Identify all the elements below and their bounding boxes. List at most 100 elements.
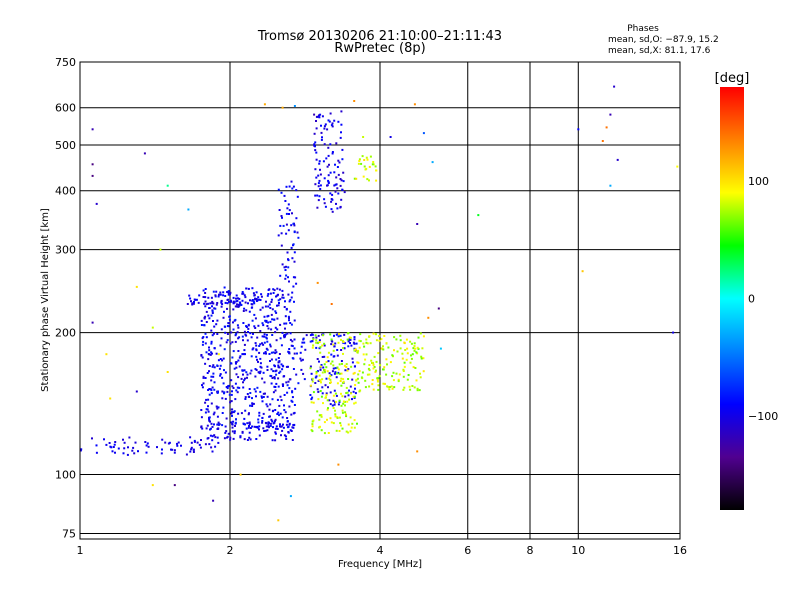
- data-point: [213, 307, 216, 310]
- data-point: [243, 379, 246, 382]
- data-point: [275, 358, 278, 361]
- data-point: [243, 307, 246, 310]
- data-point: [309, 365, 312, 368]
- data-point: [202, 336, 205, 338]
- data-point: [421, 347, 424, 350]
- data-point: [217, 421, 220, 424]
- data-point: [324, 371, 326, 374]
- data-point: [217, 295, 220, 298]
- data-point: [247, 327, 250, 330]
- data-point: [288, 185, 291, 188]
- data-point: [317, 398, 320, 401]
- data-point: [278, 404, 281, 407]
- data-point: [347, 423, 350, 426]
- y-tick-label: 600: [55, 102, 76, 115]
- data-point: [265, 337, 268, 340]
- data-point: [145, 451, 148, 454]
- data-point: [212, 413, 215, 416]
- data-point: [350, 365, 353, 368]
- data-point: [253, 294, 256, 297]
- data-point: [204, 443, 207, 446]
- data-point: [349, 416, 352, 419]
- data-point: [349, 336, 352, 339]
- data-point: [272, 288, 275, 291]
- data-point: [334, 409, 336, 412]
- data-point: [243, 343, 246, 346]
- data-point: [217, 441, 220, 444]
- data-point: [190, 446, 193, 449]
- data-point: [320, 124, 322, 127]
- data-point: [214, 294, 217, 297]
- data-point: [277, 364, 280, 367]
- data-point: [340, 349, 343, 351]
- data-point: [345, 413, 347, 416]
- data-point: [111, 450, 114, 453]
- x-tick-label: 16: [673, 544, 687, 557]
- data-point: [233, 410, 236, 413]
- data-point: [195, 298, 198, 301]
- data-point: [409, 388, 412, 391]
- data-point: [247, 324, 250, 327]
- data-point: [351, 361, 354, 364]
- data-point: [95, 451, 98, 454]
- data-point: [278, 414, 280, 417]
- data-point: [377, 384, 380, 387]
- data-point: [204, 305, 207, 308]
- data-point: [243, 330, 246, 333]
- data-point: [212, 375, 215, 378]
- data-point: [325, 377, 328, 380]
- data-point: [348, 389, 350, 392]
- data-point: [335, 202, 337, 205]
- data-point: [151, 326, 154, 329]
- data-point: [210, 340, 213, 343]
- data-point: [132, 446, 135, 449]
- data-point: [358, 158, 361, 161]
- data-point: [219, 374, 222, 377]
- data-point: [321, 115, 324, 118]
- data-point: [271, 410, 274, 413]
- data-point: [192, 451, 195, 453]
- data-point: [313, 113, 316, 116]
- data-point: [274, 427, 277, 430]
- data-point: [260, 293, 263, 296]
- data-points: [79, 85, 679, 522]
- data-point: [332, 407, 335, 409]
- data-point: [144, 441, 147, 443]
- data-point: [264, 392, 266, 395]
- data-point: [353, 396, 356, 399]
- data-point: [255, 438, 258, 440]
- data-point: [233, 432, 236, 435]
- data-point: [332, 399, 335, 402]
- data-point: [247, 302, 249, 305]
- data-point: [319, 351, 322, 354]
- data-point: [316, 115, 319, 118]
- data-point: [253, 313, 256, 316]
- data-point: [288, 213, 290, 215]
- data-point: [208, 307, 211, 309]
- data-point: [399, 339, 402, 342]
- data-point: [220, 301, 223, 304]
- data-point: [336, 349, 339, 351]
- data-point: [213, 434, 216, 437]
- data-point: [208, 443, 211, 446]
- data-point: [234, 382, 237, 385]
- data-point: [230, 412, 233, 415]
- data-point: [266, 315, 269, 318]
- data-point: [378, 339, 381, 342]
- data-point: [343, 347, 346, 350]
- data-point: [243, 423, 245, 426]
- data-point: [276, 317, 279, 320]
- data-point: [281, 331, 284, 334]
- data-point: [270, 298, 273, 301]
- plot-frame: [79, 61, 681, 540]
- data-point: [211, 312, 214, 314]
- data-point: [353, 348, 356, 351]
- phases-heading: Phases: [627, 24, 659, 34]
- data-point: [392, 379, 395, 382]
- data-point: [334, 367, 337, 370]
- data-point: [365, 341, 368, 344]
- data-point: [279, 395, 282, 398]
- data-point: [242, 373, 244, 376]
- data-point: [207, 398, 210, 401]
- data-point: [281, 429, 284, 432]
